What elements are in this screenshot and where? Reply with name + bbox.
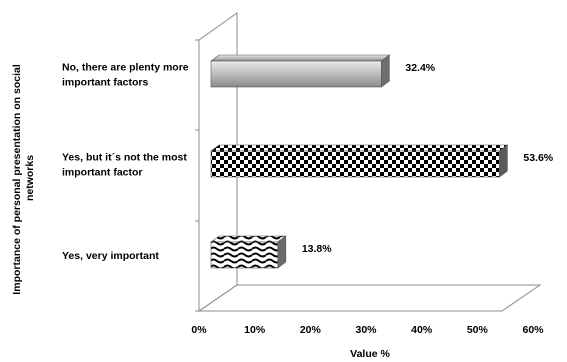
y-axis-title-line: Importance of personal presentation on s… bbox=[11, 64, 23, 295]
x-axis-title: Value % bbox=[350, 348, 390, 360]
x-tick-label: 0% bbox=[191, 324, 207, 336]
bar: 32.4% bbox=[210, 54, 436, 88]
category-labels: No, there are plenty more important facto… bbox=[62, 62, 189, 263]
bar-front-face bbox=[210, 241, 279, 269]
category-label: important factor bbox=[62, 167, 143, 179]
bar-side-face bbox=[499, 144, 508, 178]
y-axis-title: Importance of personal presentation on s… bbox=[11, 61, 36, 294]
x-tick-label: 30% bbox=[355, 324, 377, 336]
data-label: 32.4% bbox=[405, 62, 435, 74]
bar: 13.8% bbox=[210, 235, 332, 269]
x-tick-label: 50% bbox=[467, 324, 489, 336]
x-tick-label: 60% bbox=[522, 324, 544, 336]
bar-front-face bbox=[210, 60, 382, 88]
x-tick-label: 40% bbox=[411, 324, 433, 336]
data-label: 53.6% bbox=[523, 152, 553, 164]
bar-top-face bbox=[210, 235, 287, 243]
bar-side-face bbox=[277, 235, 287, 269]
x-tick-label: 20% bbox=[300, 324, 322, 336]
bars: 32.4% 53.6% 13.8% bbox=[210, 54, 554, 269]
bar-front-face bbox=[210, 150, 500, 178]
y-axis-title-line: networks bbox=[24, 155, 36, 201]
category-label: Yes, but it´s not the most bbox=[62, 152, 187, 164]
category-label: important factors bbox=[62, 77, 149, 89]
bar: 53.6% bbox=[210, 144, 554, 178]
data-label: 13.8% bbox=[302, 243, 332, 255]
x-tick-label: 10% bbox=[244, 324, 266, 336]
category-label: Yes, very important bbox=[62, 250, 159, 262]
bar-top-face bbox=[210, 144, 509, 152]
x-axis-ticks: 0% 10% 20% 30% 40% 50% 60% bbox=[191, 324, 544, 336]
category-label: No, there are plenty more bbox=[62, 62, 189, 74]
floor bbox=[197, 284, 542, 312]
bar-top-face bbox=[210, 54, 391, 62]
bar-side-face bbox=[381, 54, 390, 88]
